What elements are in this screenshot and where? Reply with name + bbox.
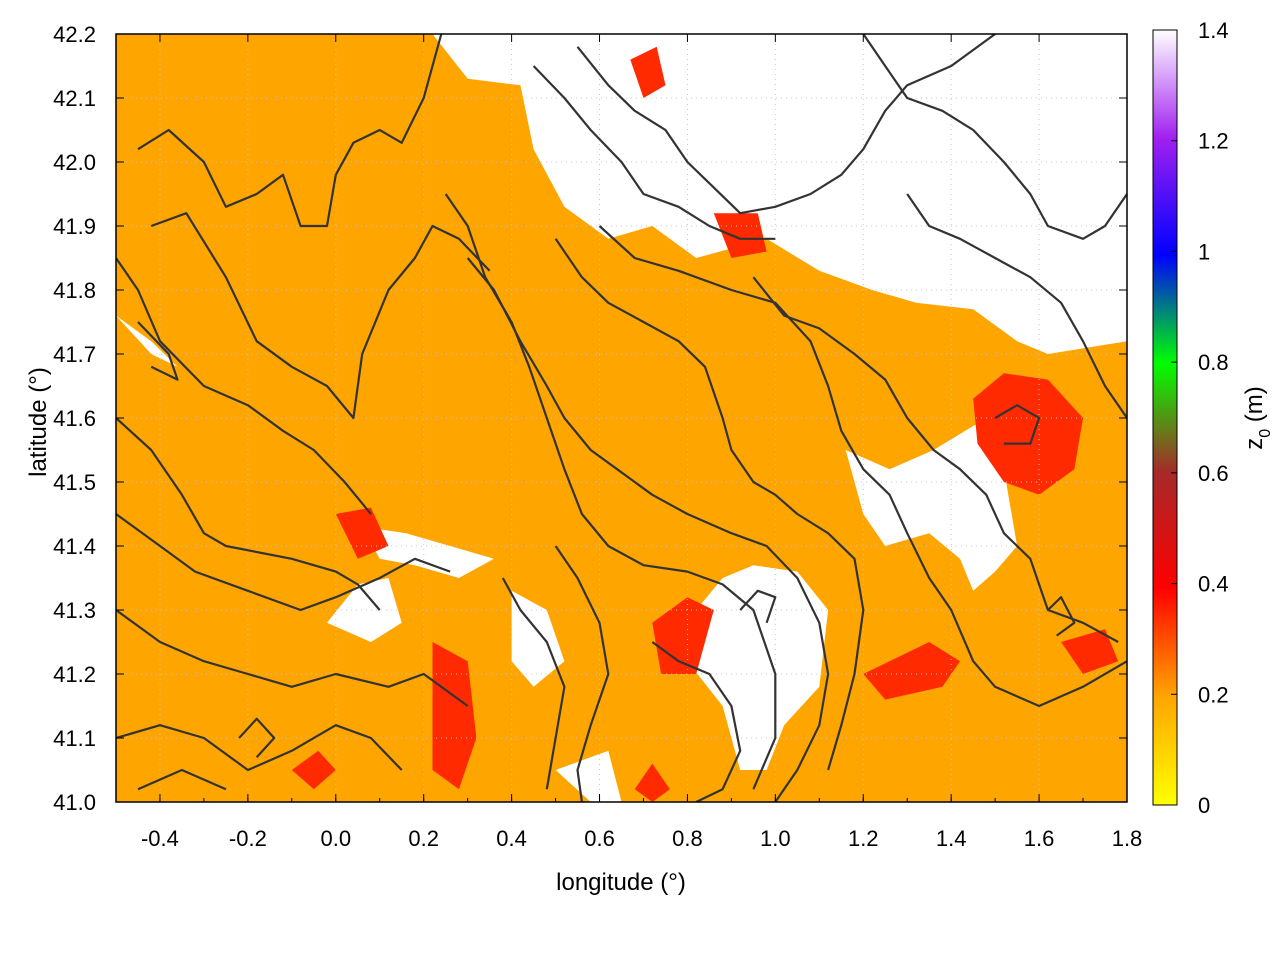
colorbar-title: z0 (m)	[1241, 386, 1274, 450]
contour-line	[137, 321, 179, 381]
contour-line	[739, 589, 777, 624]
x-axis-title: longitude (°)	[556, 869, 686, 896]
contour-line	[651, 641, 742, 802]
y-tick-label: 41.4	[53, 534, 96, 559]
contour-line	[862, 34, 1127, 240]
y-tick-label: 42.1	[53, 86, 96, 111]
forest-red-patch	[652, 597, 714, 674]
x-tick-label: 0.6	[584, 826, 615, 851]
forest-red-patch	[634, 763, 670, 802]
x-tick-label: -0.2	[229, 826, 267, 851]
forest-red-patch	[630, 46, 666, 98]
x-tick-label: 1.6	[1024, 826, 1055, 851]
y-tick-label: 41.9	[53, 214, 96, 239]
forest-red-patch	[335, 507, 389, 559]
forest-red-patch	[863, 642, 960, 700]
colorbar-tick-label: 1	[1198, 239, 1210, 264]
contour-line	[994, 404, 1041, 445]
contour-line	[444, 193, 777, 790]
urban-white-patch	[687, 565, 829, 770]
contour-line	[752, 276, 1119, 643]
colorbar-tick-label: 0	[1198, 793, 1210, 818]
forest-red-patch	[432, 642, 477, 790]
y-tick-label: 41.5	[53, 470, 96, 495]
colorbar-title-main: z	[1241, 438, 1268, 450]
contour-line	[116, 513, 451, 612]
contour-line	[554, 545, 610, 802]
contour-line	[598, 225, 1127, 708]
urban-white-patch	[116, 315, 178, 367]
forest-red-patch	[713, 213, 767, 258]
colorbar-tick-label: 1.4	[1198, 18, 1229, 43]
y-tick-label: 41.6	[53, 406, 96, 431]
colorbar	[1152, 29, 1178, 806]
y-axis-ticks: 41.0 41.1 41.2 41.3 41.4 41.5 41.6 41.7 41.8 41.9…	[53, 22, 1127, 815]
contour-line	[466, 257, 830, 802]
contour-line	[238, 717, 276, 758]
x-tick-label: 1.4	[936, 826, 967, 851]
contour-line	[116, 417, 381, 611]
colorbar-tick-label: 1.2	[1198, 129, 1229, 154]
y-tick-label: 42.0	[53, 150, 96, 175]
colorbar-tick-label: 0.2	[1198, 682, 1229, 707]
x-tick-label: 0.4	[496, 826, 527, 851]
contour-line	[116, 724, 403, 772]
x-tick-label: 0.2	[408, 826, 439, 851]
y-axis-title: latitude (°)	[25, 367, 52, 477]
colorbar-ticks: 0 0.2 0.4 0.6 0.8 1 1.2 1.4	[1171, 18, 1229, 818]
contour-line	[906, 193, 1127, 419]
x-tick-label: 1.2	[848, 826, 879, 851]
landcover-regions	[116, 34, 1127, 802]
x-tick-label: 0.0	[320, 826, 351, 851]
contour-line	[576, 34, 996, 215]
colorbar-title-sub: 0	[1257, 429, 1274, 438]
contour-line	[501, 577, 566, 790]
colorbar-tick-label: 0.4	[1198, 572, 1229, 597]
urban-white-patch	[555, 750, 622, 802]
urban-white-patch	[845, 418, 1018, 591]
y-tick-label: 41.3	[53, 598, 96, 623]
forest-red-patch	[291, 750, 336, 790]
y-tick-label: 41.7	[53, 342, 96, 367]
contour-line	[1047, 596, 1076, 637]
x-axis-ticks: -0.4 -0.2 0.0 0.2 0.4 0.6 0.8 1.0 1.2 1.4 1.6 1.8	[115, 34, 1143, 851]
contour-line	[150, 212, 491, 420]
colorbar-title-unit: (m)	[1241, 386, 1268, 429]
urban-white-patch	[362, 526, 494, 578]
colorbar-tick-label: 0.8	[1198, 350, 1229, 375]
forest-red-patch	[1061, 629, 1119, 674]
y-tick-label: 41.0	[53, 790, 96, 815]
x-tick-label: -0.4	[141, 826, 179, 851]
urban-white-patch	[432, 34, 1127, 354]
elevation-contours	[116, 34, 1127, 802]
contour-line	[532, 65, 776, 240]
x-tick-label: 1.0	[760, 826, 791, 851]
colorbar-tick-label: 0.6	[1198, 461, 1229, 486]
y-tick-label: 41.1	[53, 726, 96, 751]
y-tick-label: 41.8	[53, 278, 96, 303]
x-tick-label: 0.8	[672, 826, 703, 851]
contour-line	[116, 257, 372, 515]
contour-line	[137, 768, 227, 791]
urban-white-patch	[327, 578, 402, 642]
contour-line	[554, 238, 865, 771]
x-tick-label: 1.8	[1112, 826, 1143, 851]
y-tick-label: 42.2	[53, 22, 96, 47]
contour-line	[137, 34, 443, 228]
contour-line	[116, 609, 469, 707]
forest-red-patch	[973, 373, 1083, 495]
y-tick-label: 41.2	[53, 662, 96, 687]
